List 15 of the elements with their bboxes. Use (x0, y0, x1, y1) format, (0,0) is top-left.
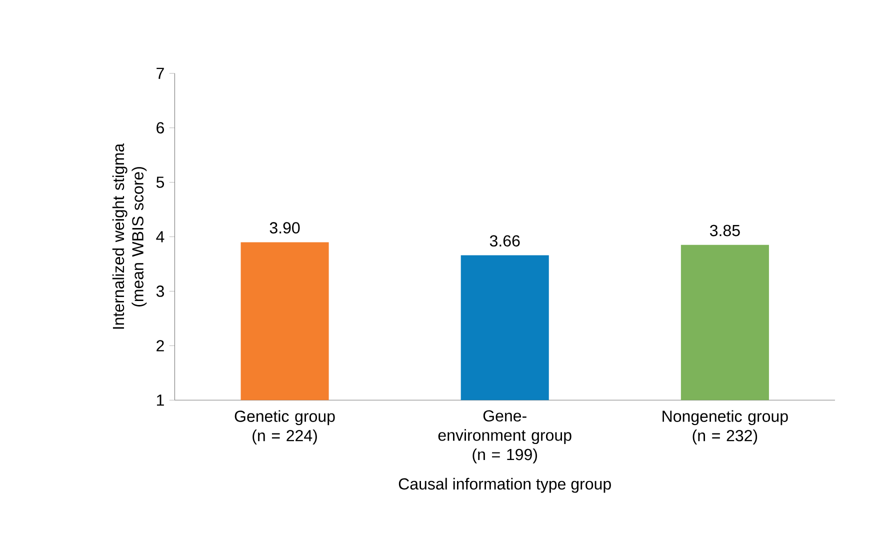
y-tick-label: 5 (156, 176, 164, 188)
y-axis-title: Internalized weight stigma (mean WBIS score) (112, 143, 147, 329)
y-tick-label: 3 (156, 285, 164, 297)
x-tick-label: Gene-environment group (n = 199) (438, 410, 572, 464)
y-tick-label: 1 (156, 394, 164, 406)
data-label: 3.90 (270, 222, 300, 234)
x-tick-label: Nongenetic group (n = 232) (662, 410, 788, 444)
y-tick-label: 4 (156, 231, 164, 242)
y-tick-label: 7 (156, 68, 164, 79)
y-tick-label: 6 (156, 122, 164, 134)
x-axis-title: Causal information type group (398, 478, 611, 493)
x-tick-label: Genetic group (n = 224) (234, 410, 335, 444)
data-label: 3.66 (490, 235, 520, 246)
y-tick-label: 2 (156, 340, 164, 352)
data-label: 3.85 (710, 224, 740, 236)
